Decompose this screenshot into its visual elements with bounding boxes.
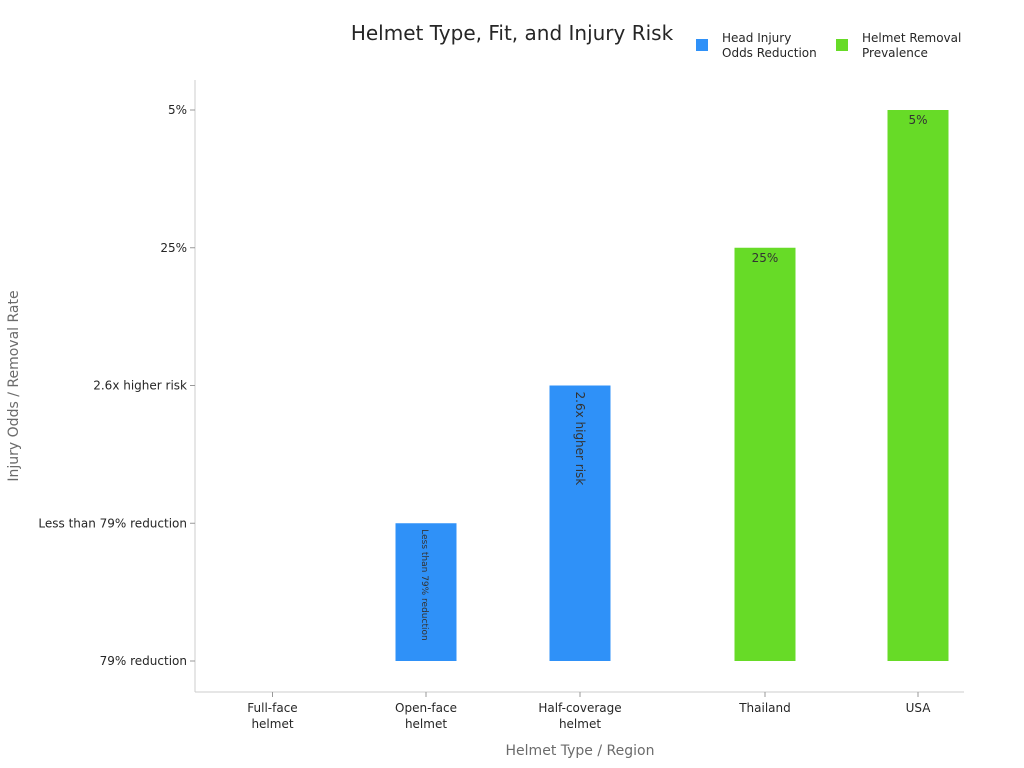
y-tick-label: Less than 79% reduction [38, 516, 187, 530]
legend-swatch-helmet-removal [836, 39, 848, 51]
legend-label-head-injury-line2: Odds Reduction [722, 46, 817, 60]
x-tick-label: Half-coverage helmet [538, 701, 621, 731]
legend-label-head-injury-line1: Head Injury [722, 31, 791, 45]
x-tick-label-line: helmet [559, 717, 601, 731]
bar[interactable] [549, 385, 611, 662]
legend-item-helmet-removal[interactable]: Helmet Removal Prevalence [836, 31, 965, 60]
legend-label-head-injury: Head Injury Odds Reduction [722, 31, 817, 60]
y-tick-label: 5% [168, 103, 187, 117]
x-tick-label-line: Thailand [738, 701, 791, 715]
legend-label-helmet-removal: Helmet Removal Prevalence [862, 31, 965, 60]
legend-label-helmet-removal-line2: Prevalence [862, 46, 928, 60]
chart-title: Helmet Type, Fit, and Injury Risk [351, 21, 674, 45]
y-axis-ticks: 79% reduction Less than 79% reduction 2.6x… [38, 103, 195, 668]
bar-data-label: 25% [752, 251, 779, 265]
x-tick-label-line: USA [906, 701, 932, 715]
x-tick-label: Thailand [738, 701, 791, 715]
y-axis-title: Injury Odds / Removal Rate [6, 290, 22, 481]
legend: Head Injury Odds Reduction Helmet Remova… [696, 31, 965, 60]
legend-swatch-head-injury [696, 39, 708, 51]
x-tick-label-line: Full-face [247, 701, 297, 715]
bar-data-label: Less than 79% reduction [419, 529, 429, 640]
y-tick-label: 2.6x higher risk [93, 379, 187, 393]
bar-labels: Less than 79% reduction 2.6x higher risk 2… [419, 113, 928, 641]
x-axis-title: Helmet Type / Region [506, 743, 655, 759]
bar-data-label: 5% [908, 113, 927, 127]
bar[interactable] [395, 523, 457, 661]
x-tick-label: USA [906, 701, 932, 715]
bar-data-label: 2.6x higher risk [573, 392, 587, 486]
legend-item-head-injury[interactable]: Head Injury Odds Reduction [696, 31, 817, 60]
y-tick-label: 79% reduction [100, 654, 187, 668]
bar[interactable] [734, 247, 796, 661]
x-tick-label: Open-face helmet [395, 701, 457, 731]
bars [395, 110, 949, 662]
legend-label-helmet-removal-line1: Helmet Removal [862, 31, 961, 45]
y-tick-label: 25% [160, 241, 187, 255]
x-tick-label-line: helmet [251, 717, 293, 731]
x-tick-label-line: Open-face [395, 701, 457, 715]
x-tick-label-line: Half-coverage [538, 701, 621, 715]
bar[interactable] [887, 110, 949, 661]
x-tick-label: Full-face helmet [247, 701, 297, 731]
x-tick-label-line: helmet [405, 717, 447, 731]
